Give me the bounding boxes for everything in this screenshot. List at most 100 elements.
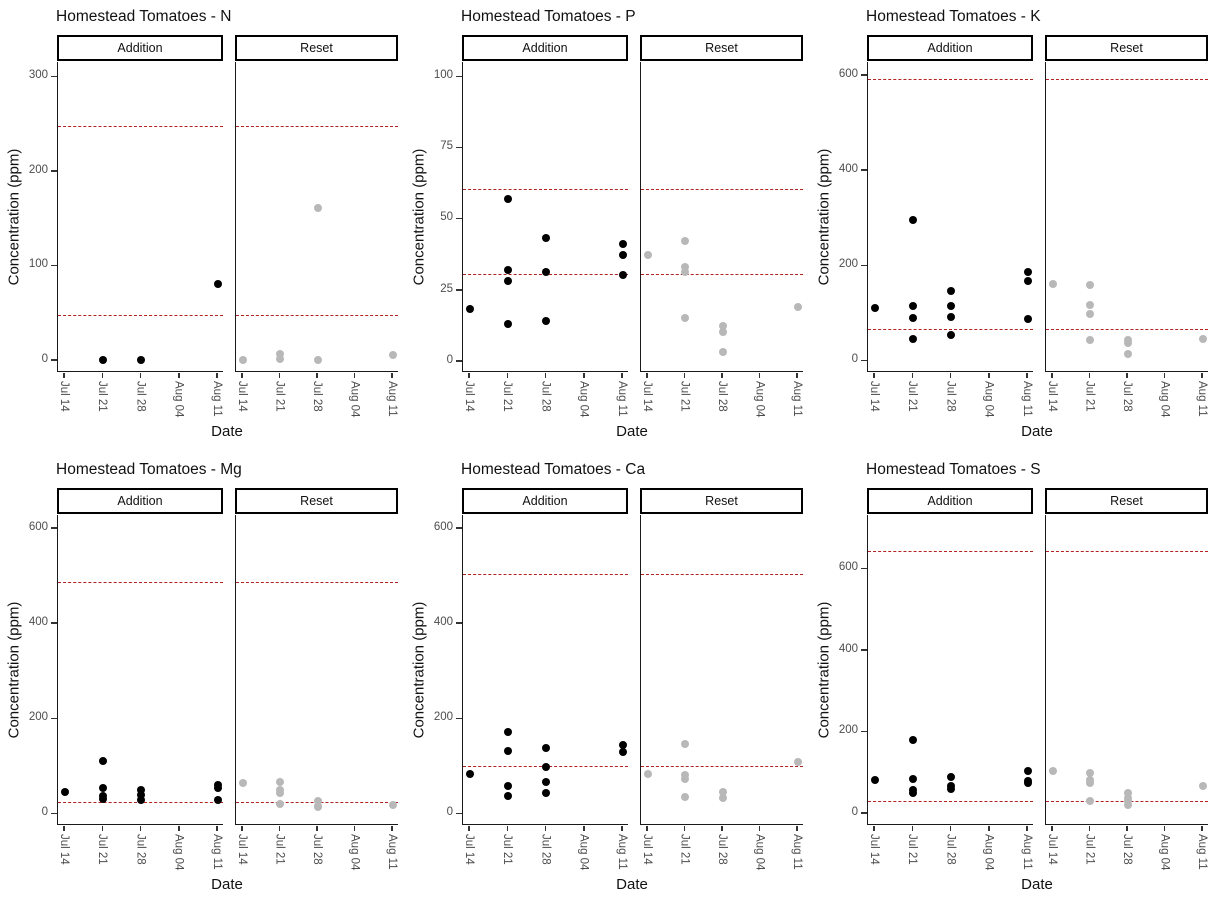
x-tick-mark: [139, 826, 142, 831]
data-point: [1086, 309, 1095, 318]
data-point: [99, 784, 108, 793]
x-tick-label: Jul 21: [273, 834, 286, 865]
ref-line-lower: [868, 801, 1033, 803]
chart-panel-Ca: Homestead Tomatoes - Ca Addition Reset 0 200…: [405, 453, 810, 906]
x-tick-label: Aug 11: [210, 834, 223, 870]
data-point: [718, 787, 727, 796]
x-tick-label: Jul 21: [501, 834, 514, 865]
data-point: [1023, 779, 1032, 788]
x-tick-mark: [353, 826, 356, 831]
data-point: [1123, 789, 1132, 798]
data-point: [793, 302, 802, 311]
data-point: [276, 778, 285, 787]
data-point: [909, 789, 918, 798]
data-point: [1048, 766, 1057, 775]
x-axis-title: Date: [1021, 423, 1053, 440]
data-point: [1023, 766, 1032, 775]
y-tick-mark: [456, 146, 462, 149]
data-point: [1086, 768, 1095, 777]
data-point: [681, 313, 690, 322]
x-tick-label: Jul 21: [678, 381, 691, 412]
y-tick-label: 200: [838, 258, 858, 271]
y-tick-label: 600: [433, 520, 453, 533]
y-tick-label: 400: [838, 162, 858, 175]
y-tick-mark: [456, 289, 462, 291]
data-point: [947, 785, 956, 794]
x-tick-label: Aug 11: [615, 834, 628, 870]
x-tick-mark: [911, 373, 914, 378]
x-tick-mark: [468, 373, 470, 378]
data-point: [909, 215, 918, 224]
ref-line-upper: [1046, 550, 1208, 552]
data-point: [504, 194, 513, 203]
facet-strip-reset: Reset: [640, 488, 803, 514]
y-tick-mark: [861, 812, 867, 814]
y-tick-mark: [861, 730, 867, 733]
data-point: [718, 348, 727, 357]
x-tick-label: Jul 28: [1120, 834, 1133, 865]
data-point: [1123, 801, 1132, 810]
data-point: [542, 778, 551, 787]
data-point: [681, 268, 690, 277]
y-tick-mark: [861, 359, 867, 362]
chart-title: Homestead Tomatoes - Mg: [56, 461, 242, 478]
x-tick-label: Aug 11: [385, 834, 398, 870]
x-tick-label: Jul 14: [640, 381, 653, 412]
ref-line-upper: [641, 574, 803, 576]
data-point: [504, 781, 513, 790]
y-tick-mark: [456, 75, 462, 78]
x-tick-mark: [1088, 826, 1091, 831]
data-point: [718, 328, 727, 337]
x-tick-label: Aug 04: [577, 381, 590, 418]
data-point: [909, 314, 918, 323]
ref-line-upper: [868, 550, 1033, 552]
y-tick-mark: [51, 622, 57, 624]
facet-panel-addition: [462, 515, 628, 825]
chart-panel-K: Homestead Tomatoes - K Addition Reset 0 200 4…: [810, 0, 1215, 453]
chart-title: Homestead Tomatoes - Ca: [461, 461, 646, 478]
y-tick-label: 75: [440, 140, 453, 153]
ref-line-upper: [1046, 78, 1208, 80]
x-tick-label: Aug 11: [385, 381, 398, 417]
y-tick-label: 0: [41, 352, 48, 365]
ref-line-lower: [868, 328, 1033, 330]
data-point: [909, 302, 918, 311]
facet-panel-addition: [867, 515, 1033, 825]
data-point: [618, 748, 627, 757]
ref-line-upper: [58, 126, 223, 128]
x-tick-label: Aug 11: [615, 381, 628, 417]
facet-strip-reset: Reset: [1045, 488, 1208, 514]
data-point: [504, 319, 513, 328]
facet-panel-reset: [235, 515, 398, 825]
x-tick-label: Aug 11: [790, 834, 803, 870]
x-tick-label: Aug 04: [172, 834, 185, 871]
data-point: [313, 803, 322, 812]
data-point: [213, 280, 222, 289]
x-tick-label: Jul 14: [235, 834, 248, 865]
data-point: [947, 772, 956, 781]
y-tick-label: 400: [838, 642, 858, 655]
data-point: [1086, 301, 1095, 310]
data-point: [947, 313, 956, 322]
y-tick-label: 25: [440, 282, 453, 295]
data-point: [99, 756, 108, 765]
x-tick-label: Jul 21: [1083, 381, 1096, 412]
x-tick-mark: [544, 373, 547, 378]
y-axis-title: Concentration (ppm): [410, 148, 428, 286]
x-tick-label: Jul 21: [273, 381, 286, 412]
x-tick-label: Jul 21: [678, 834, 691, 865]
data-point: [276, 350, 285, 359]
y-tick-mark: [861, 169, 867, 171]
ref-line-upper: [463, 188, 628, 190]
x-tick-label: Jul 14: [640, 834, 653, 865]
x-tick-label: Aug 11: [1195, 381, 1208, 417]
y-tick-label: 600: [838, 561, 858, 574]
facet-strip-addition: Addition: [867, 488, 1033, 514]
ref-line-lower: [236, 315, 398, 317]
facet-panel-addition: [867, 62, 1033, 372]
x-tick-mark: [506, 826, 509, 831]
facet-strip-reset: Reset: [640, 35, 803, 61]
x-tick-mark: [178, 373, 180, 378]
y-tick-label: 600: [28, 520, 48, 533]
